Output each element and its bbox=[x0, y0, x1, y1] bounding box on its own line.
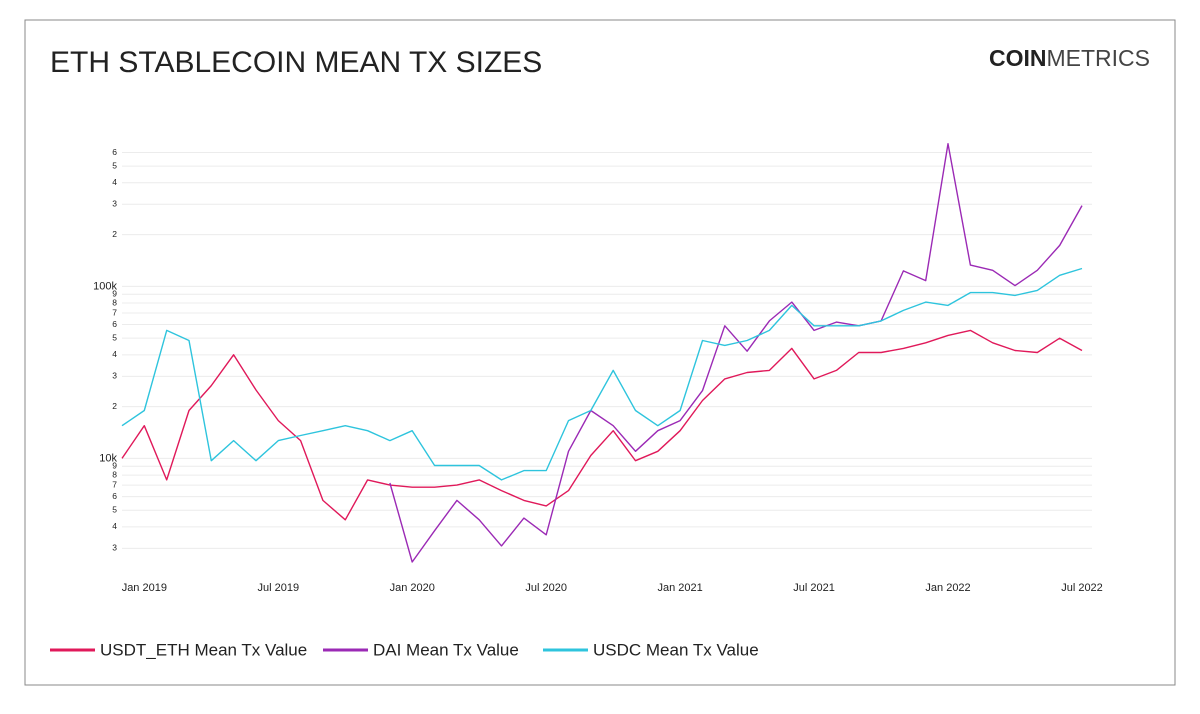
y-tick-label: 8 bbox=[112, 297, 117, 307]
y-tick-label: 9 bbox=[112, 289, 117, 299]
legend-label: DAI Mean Tx Value bbox=[373, 640, 519, 659]
y-tick-label: 3 bbox=[112, 371, 117, 381]
y-tick-label: 5 bbox=[112, 332, 117, 342]
y-tick-label: 4 bbox=[112, 521, 117, 531]
x-tick-label: Jul 2022 bbox=[1061, 582, 1103, 594]
frame bbox=[24, 19, 1176, 686]
y-tick-label: 8 bbox=[112, 469, 117, 479]
y-tick-label: 5 bbox=[112, 504, 117, 514]
brand-logo: COINMETRICS bbox=[989, 45, 1150, 71]
y-tick-label: 7 bbox=[112, 307, 117, 317]
y-tick-label: 6 bbox=[112, 491, 117, 501]
y-tick-label: 3 bbox=[112, 199, 117, 209]
y-tick-label: 2 bbox=[112, 229, 117, 239]
x-tick-label: Jan 2019 bbox=[122, 582, 167, 594]
y-tick-label: 6 bbox=[112, 319, 117, 329]
y-tick-label: 7 bbox=[112, 479, 117, 489]
x-tick-label: Jan 2021 bbox=[658, 582, 703, 594]
brand-bold: COIN bbox=[989, 45, 1047, 71]
y-tick-label: 10k bbox=[99, 452, 117, 464]
legend-label: USDC Mean Tx Value bbox=[593, 640, 759, 659]
series-line bbox=[389, 143, 1083, 563]
y-tick-label: 3 bbox=[112, 543, 117, 553]
y-tick-label: 100k bbox=[93, 280, 117, 292]
legend-label: USDT_ETH Mean Tx Value bbox=[100, 640, 307, 659]
y-tick-label: 5 bbox=[112, 160, 117, 170]
y-tick-label: 6 bbox=[112, 147, 117, 157]
brand-light: METRICS bbox=[1047, 45, 1151, 71]
y-tick-label: 4 bbox=[112, 177, 117, 187]
y-tick-label: 2 bbox=[112, 401, 117, 411]
series-line bbox=[121, 267, 1083, 481]
x-tick-label: Jan 2020 bbox=[390, 582, 435, 594]
x-tick-label: Jan 2022 bbox=[925, 582, 970, 594]
series-line bbox=[121, 329, 1083, 521]
y-tick-label: 9 bbox=[112, 461, 117, 471]
x-tick-label: Jul 2020 bbox=[525, 582, 567, 594]
x-tick-label: Jul 2019 bbox=[257, 582, 299, 594]
x-tick-label: Jul 2021 bbox=[793, 582, 835, 594]
y-tick-label: 4 bbox=[112, 349, 117, 359]
chart-title: ETH STABLECOIN MEAN TX SIZES bbox=[50, 46, 542, 79]
